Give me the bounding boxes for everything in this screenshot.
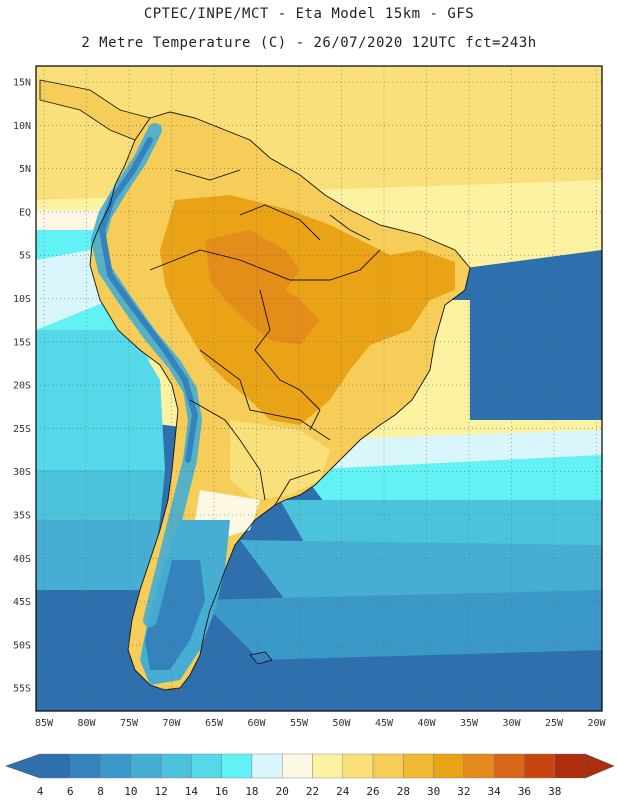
colorbar-label: 12 <box>154 785 167 798</box>
colorbar-swatch <box>372 753 404 779</box>
colorbar-swatch <box>39 753 71 779</box>
lat-label: 40S <box>13 554 31 565</box>
lon-label: 75W <box>120 718 139 729</box>
lon-label: 20W <box>587 718 606 729</box>
colorbar-swatch <box>342 753 374 779</box>
colorbar-label: 8 <box>97 785 104 798</box>
colorbar-arrow-high <box>584 753 615 779</box>
colorbar-labels: 4 6 8 10 12 14 16 18 20 22 24 26 28 30 32 34 36 38 <box>37 785 562 798</box>
caribbean-coast <box>39 79 151 141</box>
pacific-mid2 <box>36 520 160 590</box>
lon-label: 85W <box>35 718 54 729</box>
lat-label: 35S <box>13 511 31 522</box>
lat-label: EQ <box>19 207 31 218</box>
colorbar-label: 24 <box>336 785 350 798</box>
colorbar-swatch <box>312 753 343 779</box>
map-title: CPTEC/INPE/MCT - Eta Model 15km - GFS <box>143 6 475 22</box>
lon-label: 30W <box>502 718 521 729</box>
longitude-labels: 85W 80W 75W 70W 65W 60W 55W 50W 45W 40W 35W 30W 25W 2… <box>35 718 607 729</box>
colorbar-label: 38 <box>548 785 561 798</box>
falkland-islands <box>249 651 273 665</box>
latitude-labels: 15N 10N 5N EQ 5S 10S 15S 20S 25S 30S 35S 40S 45S 50S 5… <box>13 78 31 695</box>
colorbar-arrow-low <box>5 753 41 779</box>
lon-label: 55W <box>290 718 309 729</box>
lat-label: 25S <box>13 424 31 435</box>
map-frame <box>35 65 603 712</box>
lon-label: 35W <box>460 718 479 729</box>
pacific-mid <box>36 470 165 520</box>
lat-label: 5N <box>19 164 31 175</box>
colorbar-swatch <box>70 753 101 779</box>
colorbar-swatch <box>221 753 253 779</box>
andes-ridge-core <box>99 137 198 463</box>
colorbar-label: 4 <box>37 785 44 798</box>
lat-label: 20S <box>13 381 31 392</box>
country-borders <box>89 111 471 691</box>
colorbar-label: 28 <box>397 785 410 798</box>
lat-label: 10N <box>13 121 31 132</box>
colorbar-label: 34 <box>488 785 502 798</box>
lon-label: 25W <box>545 718 564 729</box>
colorbar-swatch <box>191 753 222 779</box>
colorbar-label: 10 <box>124 785 137 798</box>
colorbar-swatch <box>433 753 465 779</box>
lon-label: 70W <box>162 718 181 729</box>
colorbar-swatch <box>251 753 283 779</box>
lat-label: 55S <box>13 684 31 695</box>
colorbar-swatch <box>493 753 525 779</box>
colorbar-label: 16 <box>215 785 228 798</box>
lat-label: 45S <box>13 597 31 608</box>
colorbar-swatch <box>403 753 434 779</box>
lon-label: 40W <box>417 718 436 729</box>
colorbar-label: 36 <box>518 785 531 798</box>
colorbar-label: 26 <box>366 785 379 798</box>
land-south-cone <box>230 420 330 500</box>
colorbar-label: 20 <box>276 785 289 798</box>
colorbar-label: 32 <box>457 785 470 798</box>
lon-label: 45W <box>375 718 394 729</box>
colorbar-swatch <box>160 753 192 779</box>
lat-label: 15S <box>13 337 31 348</box>
colorbar-label: 22 <box>306 785 319 798</box>
lat-label: 5S <box>19 251 31 262</box>
map-field <box>36 66 602 711</box>
colorbar-label: 18 <box>245 785 258 798</box>
lat-label: 15N <box>13 78 31 89</box>
lon-label: 80W <box>77 718 96 729</box>
colorbar-label: 30 <box>427 785 440 798</box>
lon-label: 50W <box>332 718 351 729</box>
atlantic-mid2 <box>200 590 602 660</box>
colorbar-swatch <box>100 753 132 779</box>
pacific-cyan2 <box>36 330 165 470</box>
lon-label: 65W <box>205 718 224 729</box>
lat-label: 30S <box>13 467 31 478</box>
map-subtitle: 2 Metre Temperature (C) - 26/07/2020 12U… <box>81 35 537 51</box>
colorbar-label: 14 <box>185 785 199 798</box>
colorbar-swatch <box>554 753 586 779</box>
lat-label: 50S <box>13 640 31 651</box>
colorbar-swatch <box>130 753 162 779</box>
colorbar-label: 6 <box>67 785 74 798</box>
colorbar-swatch <box>463 753 495 779</box>
colorbar-swatch <box>282 753 313 779</box>
atlantic-cyan <box>300 455 602 510</box>
lat-label: 10S <box>13 294 31 305</box>
colorbar-swatch <box>524 753 555 779</box>
lon-label: 60W <box>247 718 266 729</box>
colorbar <box>5 753 615 779</box>
